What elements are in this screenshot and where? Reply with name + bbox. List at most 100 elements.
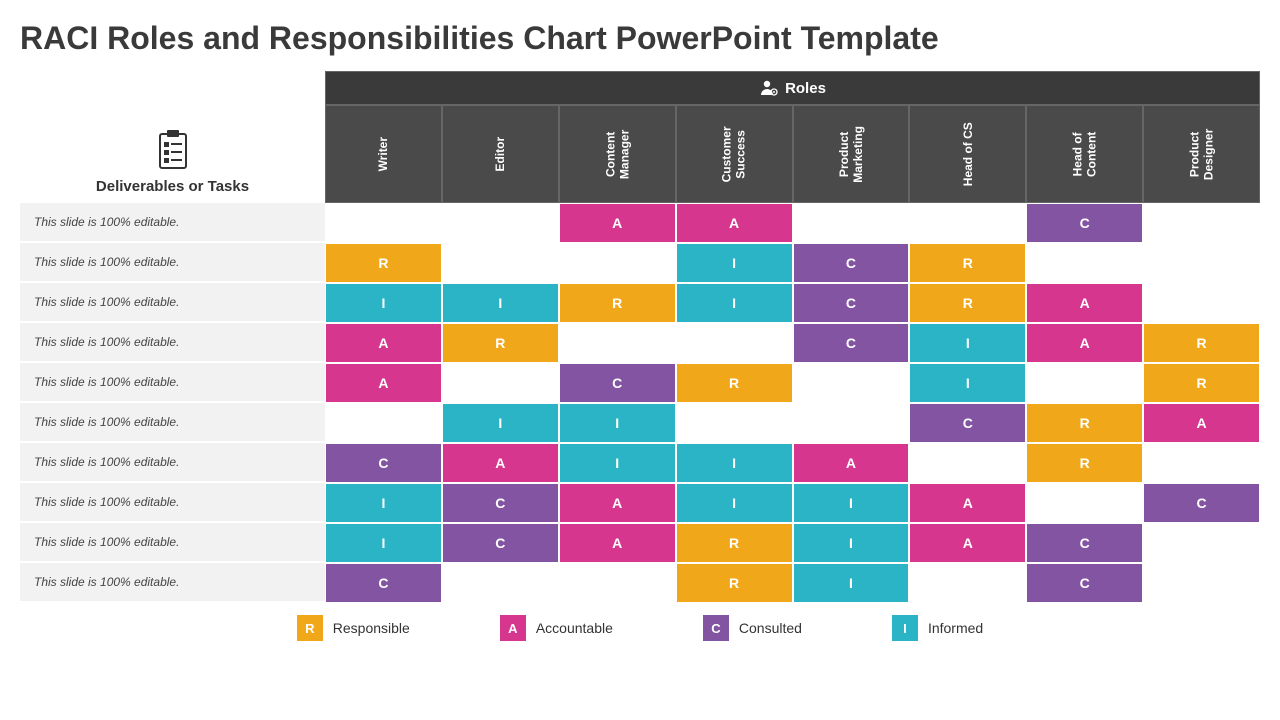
raci-cell: A bbox=[325, 323, 442, 363]
raci-cell bbox=[1026, 243, 1143, 283]
task-label: This slide is 100% editable. bbox=[20, 403, 325, 443]
legend-box: I bbox=[892, 615, 918, 641]
raci-cell bbox=[1026, 483, 1143, 523]
task-label: This slide is 100% editable. bbox=[20, 203, 325, 243]
raci-cell: R bbox=[1143, 363, 1260, 403]
legend-box: R bbox=[297, 615, 323, 641]
task-label: This slide is 100% editable. bbox=[20, 243, 325, 283]
raci-cell: R bbox=[909, 283, 1026, 323]
raci-cell: R bbox=[909, 243, 1026, 283]
raci-cell: R bbox=[1143, 323, 1260, 363]
raci-cell: C bbox=[325, 443, 442, 483]
task-label: This slide is 100% editable. bbox=[20, 483, 325, 523]
legend-box: C bbox=[703, 615, 729, 641]
raci-cell: I bbox=[559, 403, 676, 443]
roles-header: Roles bbox=[325, 71, 1260, 105]
task-label: This slide is 100% editable. bbox=[20, 283, 325, 323]
raci-cell: A bbox=[909, 523, 1026, 563]
task-label: This slide is 100% editable. bbox=[20, 443, 325, 483]
legend: R Responsible A Accountable C Consulted … bbox=[20, 615, 1260, 641]
raci-cell bbox=[325, 403, 442, 443]
raci-cell bbox=[676, 323, 793, 363]
raci-cell bbox=[909, 203, 1026, 243]
raci-cell bbox=[909, 443, 1026, 483]
role-header: Writer bbox=[325, 105, 442, 203]
raci-cell bbox=[559, 243, 676, 283]
raci-cell: C bbox=[559, 363, 676, 403]
raci-cell: R bbox=[676, 563, 793, 603]
raci-cell: I bbox=[909, 363, 1026, 403]
raci-cell bbox=[1143, 443, 1260, 483]
role-header: CustomerSuccess bbox=[676, 105, 793, 203]
raci-cell: C bbox=[1026, 563, 1143, 603]
clipboard-icon bbox=[154, 128, 192, 172]
legend-item: I Informed bbox=[892, 615, 983, 641]
task-label: This slide is 100% editable. bbox=[20, 323, 325, 363]
legend-item: C Consulted bbox=[703, 615, 802, 641]
raci-cell: C bbox=[325, 563, 442, 603]
page-title: RACI Roles and Responsibilities Chart Po… bbox=[20, 20, 1260, 57]
raci-cell: A bbox=[1026, 323, 1143, 363]
task-label: This slide is 100% editable. bbox=[20, 523, 325, 563]
raci-cell bbox=[793, 363, 910, 403]
raci-cell bbox=[909, 563, 1026, 603]
legend-label: Accountable bbox=[536, 620, 613, 636]
raci-cell bbox=[1143, 283, 1260, 323]
raci-cell bbox=[442, 563, 559, 603]
raci-cell bbox=[442, 363, 559, 403]
raci-cell bbox=[442, 203, 559, 243]
raci-cell: C bbox=[793, 283, 910, 323]
raci-cell bbox=[559, 563, 676, 603]
raci-cell: C bbox=[1026, 203, 1143, 243]
role-header: Head of CS bbox=[909, 105, 1026, 203]
raci-cell: I bbox=[676, 243, 793, 283]
raci-cell: I bbox=[909, 323, 1026, 363]
legend-box: A bbox=[500, 615, 526, 641]
raci-cell bbox=[793, 203, 910, 243]
raci-cell: I bbox=[559, 443, 676, 483]
raci-cell: I bbox=[325, 483, 442, 523]
raci-cell bbox=[1143, 243, 1260, 283]
raci-cell: R bbox=[1026, 443, 1143, 483]
raci-cell: A bbox=[559, 523, 676, 563]
legend-label: Consulted bbox=[739, 620, 802, 636]
raci-cell: I bbox=[676, 443, 793, 483]
raci-cell: I bbox=[793, 483, 910, 523]
raci-cell: C bbox=[1026, 523, 1143, 563]
raci-cell bbox=[793, 403, 910, 443]
raci-cell: I bbox=[676, 283, 793, 323]
raci-cell: C bbox=[442, 523, 559, 563]
deliverables-header: Deliverables or Tasks bbox=[20, 71, 325, 203]
raci-cell: A bbox=[442, 443, 559, 483]
raci-cell: A bbox=[1026, 283, 1143, 323]
raci-cell: C bbox=[1143, 483, 1260, 523]
raci-cell bbox=[1143, 523, 1260, 563]
raci-cell bbox=[676, 403, 793, 443]
raci-cell: I bbox=[442, 283, 559, 323]
raci-cell: I bbox=[793, 523, 910, 563]
raci-cell: A bbox=[793, 443, 910, 483]
raci-cell bbox=[325, 203, 442, 243]
raci-cell bbox=[1143, 563, 1260, 603]
raci-cell bbox=[1143, 203, 1260, 243]
raci-cell: A bbox=[559, 483, 676, 523]
raci-cell: C bbox=[442, 483, 559, 523]
role-header: Editor bbox=[442, 105, 559, 203]
raci-cell: A bbox=[1143, 403, 1260, 443]
raci-cell: A bbox=[325, 363, 442, 403]
role-header: ProductDesigner bbox=[1143, 105, 1260, 203]
raci-cell: I bbox=[325, 283, 442, 323]
task-label: This slide is 100% editable. bbox=[20, 563, 325, 603]
legend-label: Informed bbox=[928, 620, 983, 636]
raci-cell: R bbox=[442, 323, 559, 363]
raci-cell: R bbox=[676, 363, 793, 403]
task-label: This slide is 100% editable. bbox=[20, 363, 325, 403]
raci-cell: R bbox=[559, 283, 676, 323]
raci-cell: I bbox=[676, 483, 793, 523]
raci-cell: R bbox=[1026, 403, 1143, 443]
deliverables-label: Deliverables or Tasks bbox=[96, 178, 249, 195]
person-gear-icon bbox=[759, 78, 779, 98]
legend-label: Responsible bbox=[333, 620, 410, 636]
raci-cell: A bbox=[676, 203, 793, 243]
role-header: Head ofContent bbox=[1026, 105, 1143, 203]
